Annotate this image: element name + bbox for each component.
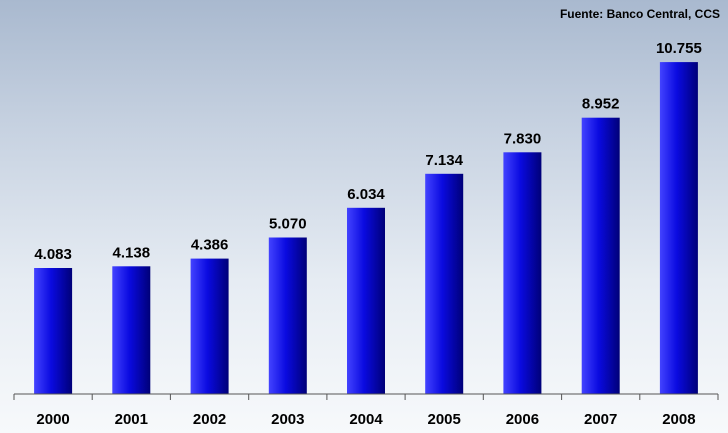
bar-2001 (112, 266, 151, 394)
x-axis (13, 393, 719, 400)
data-label-2003: 5.070 (269, 216, 307, 233)
tick-label-2003: 2003 (271, 411, 304, 428)
data-label-2001: 4.138 (113, 244, 151, 261)
source-note: Fuente: Banco Central, CCS (559, 7, 720, 21)
bar-2004 (347, 207, 385, 394)
bar-2002 (190, 258, 229, 394)
bar-2000 (34, 268, 73, 394)
bar-2003 (268, 237, 307, 394)
tick-label-2001: 2001 (115, 411, 148, 428)
bar-2006 (503, 152, 542, 394)
tick-label-2007: 2007 (584, 411, 617, 428)
data-label-2004: 6.034 (347, 186, 385, 203)
tick-label-2005: 2005 (428, 411, 461, 428)
data-label-2005: 7.134 (425, 152, 463, 169)
data-label-2006: 7.830 (504, 130, 542, 147)
data-label-2000: 4.083 (34, 246, 72, 263)
tick-label-2002: 2002 (193, 411, 226, 428)
data-label-2008: 10.755 (656, 40, 702, 57)
tick-label-2006: 2006 (506, 411, 539, 428)
data-label-2002: 4.386 (191, 237, 229, 254)
tick-label-2004: 2004 (349, 411, 383, 428)
tick-label-2008: 2008 (662, 411, 695, 428)
data-label-2007: 8.952 (582, 96, 620, 113)
bar-2008 (659, 62, 698, 394)
bar-2007 (581, 117, 620, 394)
bars-layer (34, 62, 698, 394)
data-labels-layer: 4.083 4.138 4.386 5.070 6.034 7.134 7.830 8.952… (34, 40, 702, 263)
x-tick-labels: 2000 2001 2002 2003 2004 2005 2006 2007 2008 (36, 411, 695, 428)
tick-label-2000: 2000 (36, 411, 69, 428)
bar-2005 (425, 173, 464, 394)
